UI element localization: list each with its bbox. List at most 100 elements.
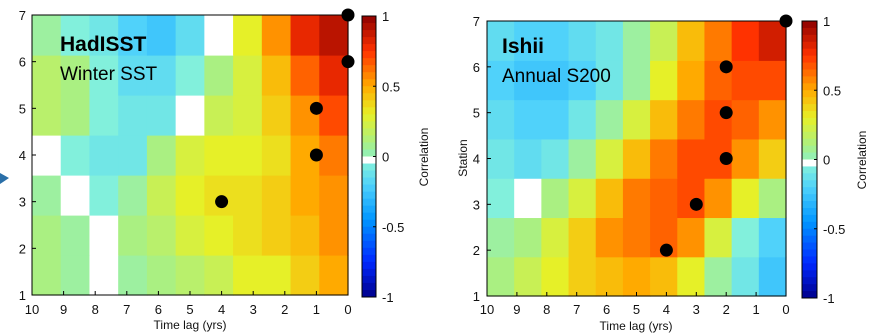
heatmap-cell xyxy=(568,138,597,179)
heatmap-cell xyxy=(541,256,570,297)
colorbar-ticks: 1 0.5 0 -0.5 -1 xyxy=(373,9,404,305)
colorbar-segment xyxy=(802,228,817,237)
heatmap-cell xyxy=(233,15,263,56)
heatmap-cell xyxy=(89,15,119,56)
colorbar-segment xyxy=(362,247,376,256)
heatmap-cell xyxy=(32,255,62,296)
x-tick-label: 9 xyxy=(60,302,67,317)
heatmap-cell xyxy=(758,60,787,101)
colorbar-segment xyxy=(362,100,376,108)
heatmap-cell xyxy=(758,178,787,219)
heatmap-cell xyxy=(89,175,119,216)
colorbar-segment xyxy=(362,205,376,214)
x-tick-label: 10 xyxy=(480,302,494,317)
heatmap-cell xyxy=(175,55,205,96)
heatmap-cell xyxy=(290,15,320,56)
colorbar-segment xyxy=(802,83,817,91)
colorbar-segment xyxy=(362,163,376,172)
heatmap-cell xyxy=(261,95,292,136)
colorbar-segment xyxy=(362,268,376,277)
heatmap-cell xyxy=(487,138,515,179)
heatmap-cell xyxy=(677,217,706,258)
heatmap-cell xyxy=(758,217,787,258)
heatmap-cell xyxy=(595,256,624,297)
y-tick-label: 5 xyxy=(473,106,480,121)
colorbar-segment xyxy=(802,270,817,278)
heatmap-cell xyxy=(204,15,234,56)
heatmap-cell xyxy=(731,178,760,219)
colorbar-segment xyxy=(802,117,817,126)
colorbar-segment xyxy=(802,76,817,84)
heatmap-cell xyxy=(487,178,515,219)
heatmap-cell xyxy=(595,60,624,101)
heatmap-cell xyxy=(118,15,148,56)
significance-marker xyxy=(719,152,733,165)
colorbar-tick-label: -0.5 xyxy=(823,222,845,237)
significance-marker xyxy=(215,195,229,209)
chart-subtitle: Annual S200 xyxy=(502,66,611,87)
colorbar-segment xyxy=(362,79,376,87)
heatmap-cell xyxy=(622,60,651,101)
heatmap-cell xyxy=(118,255,148,296)
colorbar-segment xyxy=(802,277,817,285)
heatmap-cell xyxy=(233,95,263,136)
colorbar-segment xyxy=(362,121,376,129)
significance-marker xyxy=(659,243,673,257)
x-tick-label: 2 xyxy=(723,302,730,317)
heatmap-cell xyxy=(595,217,624,258)
heatmap-cell xyxy=(60,95,91,136)
colorbar-segment xyxy=(362,58,376,66)
colorbar-segment xyxy=(802,249,817,257)
colorbar-segment xyxy=(362,254,376,263)
heatmap-cell xyxy=(514,60,542,101)
colorbar-segment xyxy=(362,135,376,143)
heatmap-cell xyxy=(622,178,651,219)
colorbar-segment xyxy=(362,16,376,24)
significance-marker xyxy=(309,101,323,115)
heatmap-cell xyxy=(704,21,733,61)
colorbar-segment xyxy=(802,194,817,202)
heatmap-cell xyxy=(487,256,515,297)
heatmap-cell xyxy=(650,256,678,297)
heatmap-cell xyxy=(118,135,148,176)
x-tick-label: 3 xyxy=(250,302,257,317)
y-tick-label: 2 xyxy=(473,243,480,258)
x-tick-label: 4 xyxy=(218,302,225,317)
heatmap-cell xyxy=(758,21,787,61)
heatmap-cell xyxy=(261,255,292,296)
colorbar-tick-label: 0.5 xyxy=(382,79,400,94)
heatmap-cell xyxy=(261,175,292,216)
x-tick-label: 3 xyxy=(693,302,700,317)
chart-subtitle: Winter SST xyxy=(60,64,158,85)
heatmap-cell xyxy=(233,55,263,96)
heatmap-cell xyxy=(32,175,62,216)
y-tick-label: 5 xyxy=(19,101,26,116)
colorbar-segment xyxy=(362,51,376,59)
y-tick-label: 3 xyxy=(473,197,480,212)
heatmap-cell xyxy=(514,217,542,258)
colorbar-segment xyxy=(802,152,817,160)
colorbar-segment xyxy=(362,184,376,193)
colorbar-segment xyxy=(362,128,376,136)
colorbar-segment xyxy=(802,21,817,29)
heatmap-cell xyxy=(60,135,91,176)
heatmap-cell xyxy=(233,135,263,176)
colorbar-segment xyxy=(362,240,376,249)
y-tick-label: 4 xyxy=(19,148,26,163)
heatmap-cell xyxy=(60,215,91,256)
colorbar-segment xyxy=(802,291,817,299)
heatmap-cell xyxy=(568,256,597,297)
x-tick-label: 1 xyxy=(313,302,320,317)
heatmap-cell xyxy=(261,55,292,96)
heatmap-cell xyxy=(89,55,119,96)
colorbar-segment xyxy=(802,90,817,98)
heatmap-cell xyxy=(677,21,706,61)
colorbar-segment xyxy=(362,107,376,115)
heatmap-cell xyxy=(731,21,760,61)
colorbar-segment xyxy=(802,62,817,70)
heatmap-cell xyxy=(595,21,624,61)
heatmap-cell xyxy=(118,215,148,256)
heatmap-cell xyxy=(514,21,542,61)
